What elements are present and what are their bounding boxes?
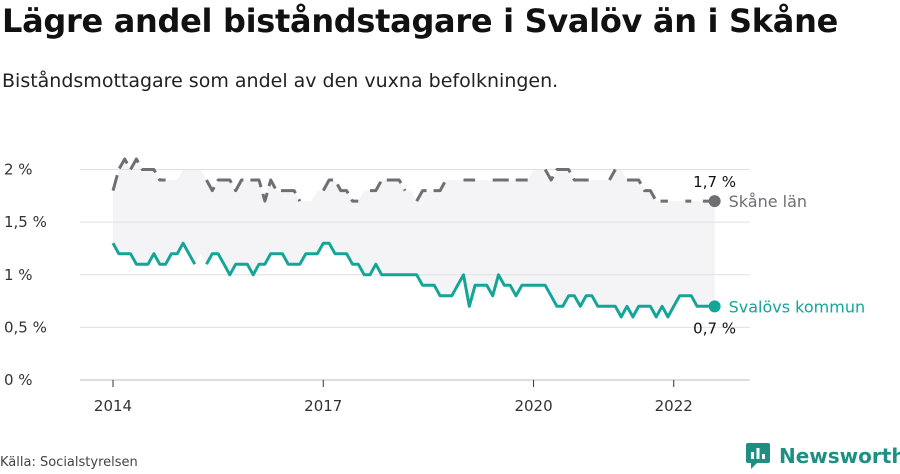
y-tick-label: 1,5 %: [4, 213, 47, 231]
series-value-label: 0,7 %: [693, 319, 736, 337]
series-end-point: [708, 300, 721, 313]
series-value-label: 1,7 %: [693, 173, 736, 191]
y-axis: 0 % 0,5 % 1 % 1,5 % 2 %: [4, 161, 47, 389]
x-axis: 2014 2017 2020 2022: [94, 380, 693, 415]
x-tick-label: 2014: [94, 397, 132, 415]
chart-title: Lägre andel biståndstagare i Svalöv än i…: [2, 2, 838, 40]
range-band: [113, 159, 715, 317]
brand-name: Newsworthy: [779, 444, 900, 468]
series-end-point: [708, 195, 721, 208]
x-tick-label: 2017: [304, 397, 342, 415]
y-tick-label: 2 %: [4, 161, 33, 179]
series-line-skane: [111, 157, 715, 203]
band-layer: [113, 159, 715, 317]
source-note: Källa: Socialstyrelsen: [0, 455, 138, 470]
y-tick-label: 0 %: [4, 371, 33, 389]
newsworthy-logo-icon: [746, 443, 770, 469]
series-layer: [111, 157, 721, 319]
series-name-label: Skåne län: [729, 192, 807, 211]
x-tick-label: 2022: [655, 397, 693, 415]
brand[interactable]: Newsworthy: [745, 440, 900, 472]
y-tick-label: 0,5 %: [4, 318, 47, 336]
chart-subtitle: Biståndsmottagare som andel av den vuxna…: [2, 70, 559, 92]
series-name-label: Svalövs kommun: [729, 297, 866, 316]
y-tick-label: 1 %: [4, 266, 33, 284]
series-line-svalov: [111, 241, 715, 319]
grid-layer: [80, 169, 750, 381]
x-tick-label: 2020: [514, 397, 552, 415]
